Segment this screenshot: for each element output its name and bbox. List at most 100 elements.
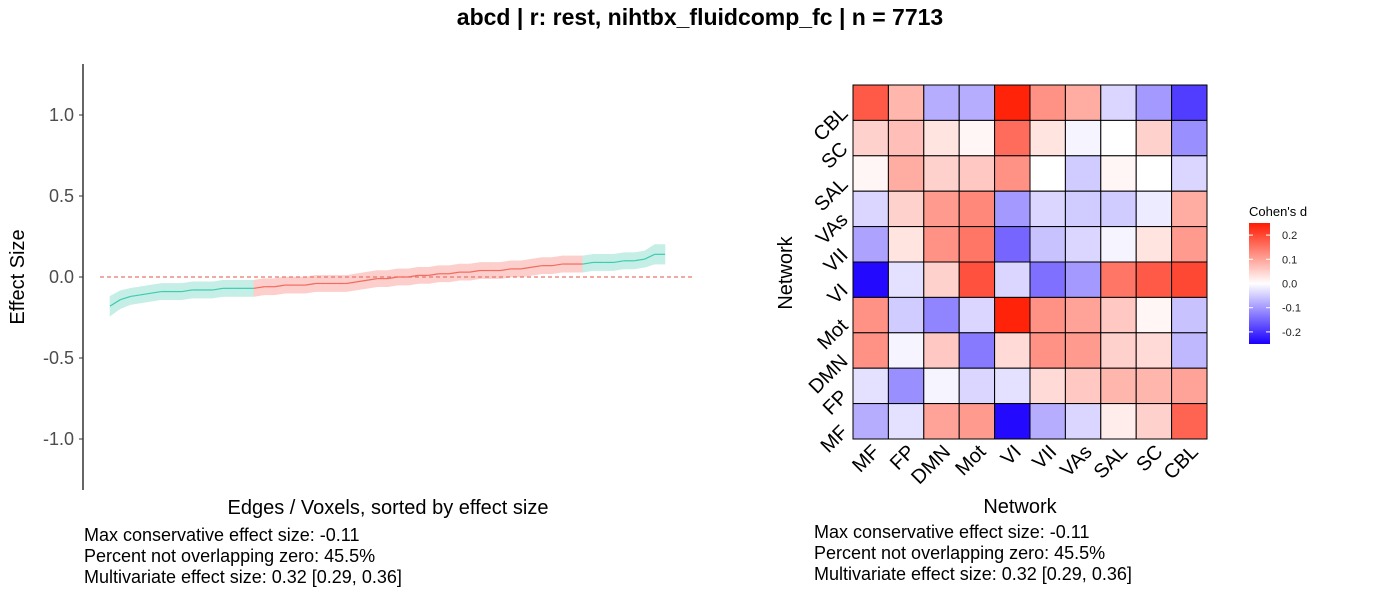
effect-line-segment xyxy=(130,294,141,298)
heatmap-cell xyxy=(923,296,960,334)
heatmap-cell xyxy=(1171,403,1208,440)
heatmap-cell xyxy=(1029,332,1066,369)
heatmap-cell xyxy=(1029,84,1066,121)
heatmap-y-tick-label: VI xyxy=(824,280,853,309)
heatmap-cell xyxy=(958,403,996,440)
heatmap-cell xyxy=(994,261,1031,298)
effect-line-segment xyxy=(253,286,265,289)
effect-line-segment xyxy=(469,269,481,273)
heatmap-x-tick-label: SAL xyxy=(1090,441,1132,483)
heatmap-cell xyxy=(852,84,889,121)
effect-line-segment xyxy=(387,276,398,280)
y-ticks: 1.0 0.5 0.0 -0.5 -1.0 xyxy=(43,105,83,449)
heatmap-cell xyxy=(923,190,960,228)
heatmap-cell xyxy=(1135,403,1173,440)
effect-line-segment xyxy=(151,290,162,294)
heatmap-y-tick-label: Mot xyxy=(813,315,852,354)
heatmap-cell xyxy=(923,119,960,157)
heatmap-cell xyxy=(958,190,996,228)
heatmap-cell xyxy=(1135,119,1173,157)
heatmap-cell xyxy=(1064,119,1102,157)
heatmap-cell xyxy=(923,332,960,369)
effect-line-segment xyxy=(366,278,378,281)
percent-not-overlapping-zero: Percent not overlapping zero: 45.5% xyxy=(814,543,1106,563)
effect-line-segment xyxy=(500,268,511,272)
heatmap-cell xyxy=(852,261,889,298)
effect-line-segment xyxy=(407,274,419,278)
heatmap-cell xyxy=(958,119,996,157)
heatmap-cell xyxy=(1135,155,1173,192)
heatmap-cell xyxy=(1171,190,1208,228)
heatmap-cell xyxy=(1135,226,1173,263)
legend-title: Cohen's d xyxy=(1249,204,1307,219)
heatmap-cell xyxy=(1135,367,1173,405)
effect-line-segment xyxy=(551,263,563,267)
heatmap-cell xyxy=(1064,403,1102,440)
heatmap-cell xyxy=(994,403,1031,440)
heatmap-cell xyxy=(1029,367,1066,405)
heatmap-x-axis-label: Network xyxy=(983,496,1057,518)
ci-band-segment xyxy=(644,244,656,268)
y-axis-label: Effect Size xyxy=(7,229,29,324)
heatmap-cell xyxy=(852,119,889,157)
heatmap-cell xyxy=(887,367,925,405)
heatmap-cell xyxy=(1029,226,1066,263)
heatmap-cell xyxy=(887,403,925,440)
heatmap-cell xyxy=(958,155,996,192)
heatmap-cell xyxy=(1064,332,1102,369)
legend-tick-label: -0.1 xyxy=(1282,303,1301,315)
heatmap-cell xyxy=(1100,261,1137,298)
heatmap-cell xyxy=(887,296,925,334)
y-tick-label: 1.0 xyxy=(49,105,74,125)
effect-size-panel: 1.0 0.5 0.0 -0.5 -1.0 Edges / Voxels, sorted… xyxy=(7,64,692,519)
legend-color-bar xyxy=(1249,223,1270,344)
heatmap-cell xyxy=(1171,155,1208,192)
heatmap-cell xyxy=(887,226,925,263)
heatmap-cell xyxy=(1171,261,1208,298)
heatmap-y-tick-label: MF xyxy=(817,421,853,457)
heatmap-x-tick-label: CBL xyxy=(1160,441,1203,484)
heatmap-y-tick-label: CBL xyxy=(809,103,852,146)
heatmap-cell xyxy=(852,332,889,369)
confidence-band-group xyxy=(109,244,666,317)
heatmap-cell xyxy=(923,367,960,405)
y-tick-label: 0.0 xyxy=(49,267,74,287)
heatmap-cell xyxy=(1064,226,1102,263)
effect-line-segment xyxy=(346,281,357,285)
heatmap-cell xyxy=(923,84,960,121)
heatmap-cell xyxy=(994,84,1031,121)
heatmap-cell xyxy=(1029,119,1066,157)
heatmap-y-tick-label: DMN xyxy=(805,350,853,398)
effect-line-segment xyxy=(613,260,624,264)
effect-line-segment xyxy=(644,253,655,260)
heatmap-cell xyxy=(1064,190,1102,228)
heatmap-cell xyxy=(994,226,1031,263)
heatmap-cell xyxy=(1100,226,1137,263)
heatmap-cell xyxy=(994,367,1031,405)
heatmap-cell xyxy=(1064,84,1102,121)
heatmap-cell xyxy=(1064,367,1102,405)
heatmap-cell xyxy=(1100,332,1137,369)
heatmap-cells xyxy=(852,84,1208,440)
heatmap-cell xyxy=(887,155,925,192)
effect-line-segment xyxy=(356,279,368,283)
stats-right: Max conservative effect size: -0.11 Perc… xyxy=(814,522,1132,585)
heatmap-y-axis-label: Network xyxy=(775,235,797,309)
heatmap-x-tick-label: Mot xyxy=(951,441,990,480)
legend-tick-label: -0.2 xyxy=(1282,327,1301,339)
heatmap-cell xyxy=(1100,403,1137,440)
heatmap-cell xyxy=(1135,261,1173,298)
effect-line-segment xyxy=(140,292,152,296)
legend-tick-label: 0.2 xyxy=(1282,230,1297,242)
heatmap-x-tick-label: VAs xyxy=(1056,441,1096,481)
heatmap-cell xyxy=(1171,119,1208,157)
heatmap-cell xyxy=(1029,261,1066,298)
heatmap-cell xyxy=(1029,296,1066,334)
effect-line-segment xyxy=(634,258,645,262)
multivariate-effect-size: Multivariate effect size: 0.32 [0.29, 0.… xyxy=(84,567,402,587)
